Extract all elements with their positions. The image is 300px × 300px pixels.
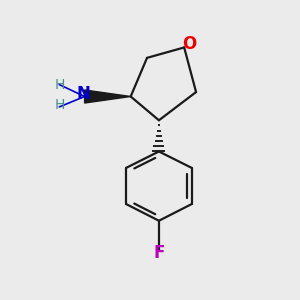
Text: F: F: [153, 244, 165, 262]
Polygon shape: [85, 90, 131, 103]
Text: H: H: [54, 78, 64, 92]
Text: H: H: [54, 98, 64, 112]
Text: N: N: [76, 85, 90, 103]
Text: O: O: [182, 35, 197, 53]
